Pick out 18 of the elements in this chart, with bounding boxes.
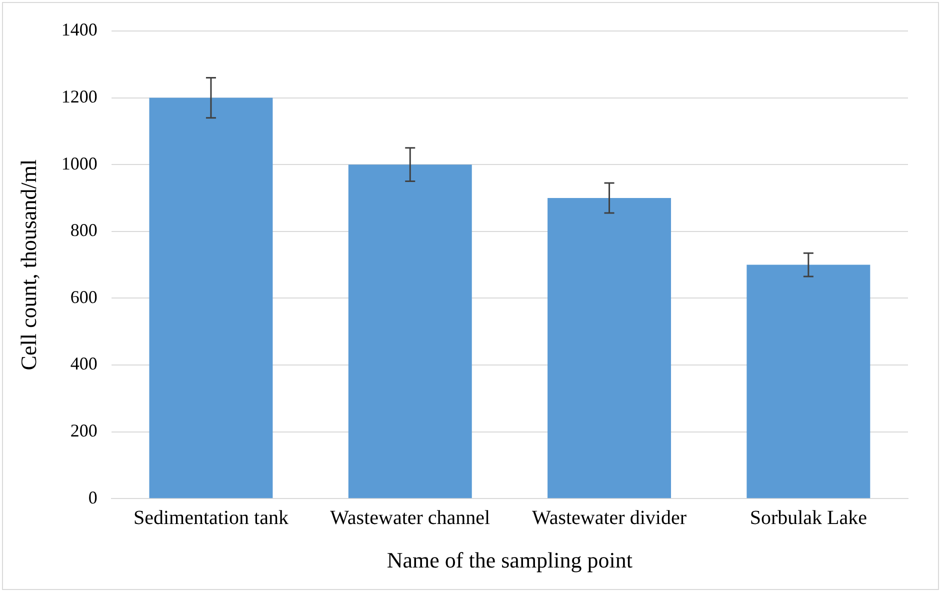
x-tick-label: Sorbulak Lake (750, 506, 868, 529)
y-tick-label: 600 (70, 286, 98, 307)
y-tick-label: 0 (88, 487, 98, 508)
y-tick-label: 400 (70, 354, 98, 374)
x-tick-label: Sedimentation tank (133, 506, 288, 529)
y-tick-label: 800 (70, 220, 98, 240)
bar (548, 198, 672, 498)
y-tick-label: 200 (70, 420, 98, 441)
y-tick-label: 1000 (61, 153, 98, 174)
y-axis-title: Cell count, thousand/ml (16, 159, 41, 370)
y-tick-label: 1200 (61, 86, 98, 107)
bar (746, 264, 870, 498)
x-tick-label: Wastewater channel (330, 506, 491, 529)
bar (149, 98, 273, 498)
bar (348, 164, 472, 498)
y-tick-label: 1400 (61, 20, 98, 40)
x-tick-label: Wastewater divider (532, 506, 687, 529)
x-axis-title: Name of the sampling point (386, 548, 633, 573)
